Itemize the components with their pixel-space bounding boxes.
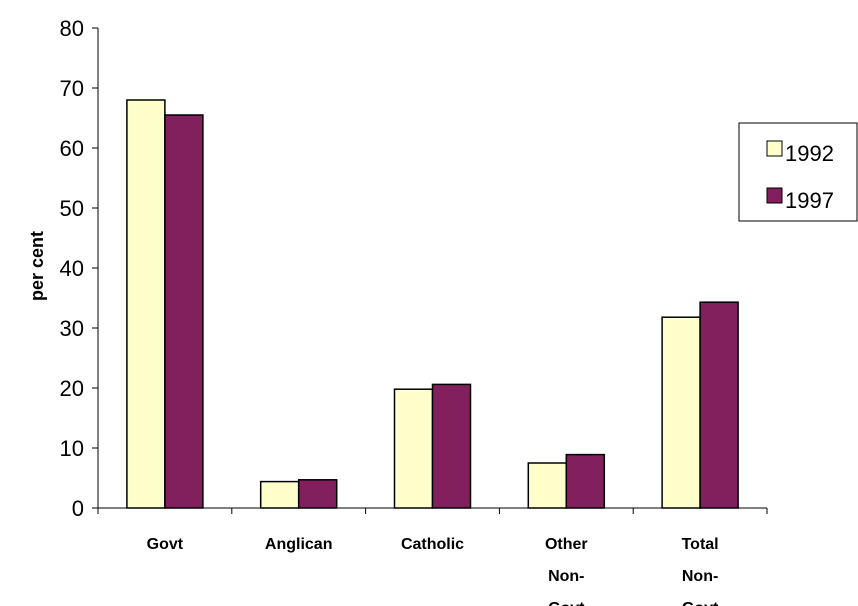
legend-swatch-1997 xyxy=(766,187,783,204)
y-tick-label: 10 xyxy=(60,436,84,461)
legend-box xyxy=(738,122,858,222)
legend-label: 1997 xyxy=(785,188,834,213)
bar-1992 xyxy=(527,462,568,509)
bar-1992 xyxy=(661,316,701,509)
x-tick-label: Non- xyxy=(548,568,584,585)
y-tick-label: 60 xyxy=(60,136,84,161)
bars xyxy=(126,99,739,509)
bar-1997 xyxy=(699,301,739,509)
bar-1992 xyxy=(259,480,300,509)
y-axis-title: per cent xyxy=(27,231,47,301)
y-tick-label: 30 xyxy=(60,316,84,341)
bar-1992 xyxy=(393,388,434,509)
bar-1992 xyxy=(126,99,166,509)
y-tick-label: 40 xyxy=(60,256,84,281)
y-tick-label: 50 xyxy=(60,196,84,221)
category-labels: Govt Anglican Catholic Other Non- Govt Total No… xyxy=(147,536,719,606)
x-tick-label: Total xyxy=(682,536,719,553)
bar-1997 xyxy=(164,114,204,509)
y-tick-label: 70 xyxy=(60,76,84,101)
y-tick-label: 0 xyxy=(72,496,84,521)
bar-1997 xyxy=(297,479,338,509)
x-tick-label: Govt xyxy=(548,600,585,606)
x-tick-label: Catholic xyxy=(401,536,464,553)
axes: 0 10 20 30 40 50 60 70 80 xyxy=(60,16,768,521)
y-tick-label: 80 xyxy=(60,16,84,41)
bar-1997 xyxy=(431,383,472,509)
legend-swatch-1992 xyxy=(766,140,783,157)
x-tick-label: Other xyxy=(545,536,588,553)
x-tick-label: Anglican xyxy=(265,536,333,553)
bar-1997 xyxy=(565,453,606,509)
y-tick-label: 20 xyxy=(60,376,84,401)
x-tick-label: Govt xyxy=(682,600,719,606)
x-tick-label: Govt xyxy=(147,536,184,553)
legend-label: 1992 xyxy=(785,141,834,166)
x-tick-label: Non- xyxy=(682,568,718,585)
legend: 1992 1997 xyxy=(738,122,858,222)
